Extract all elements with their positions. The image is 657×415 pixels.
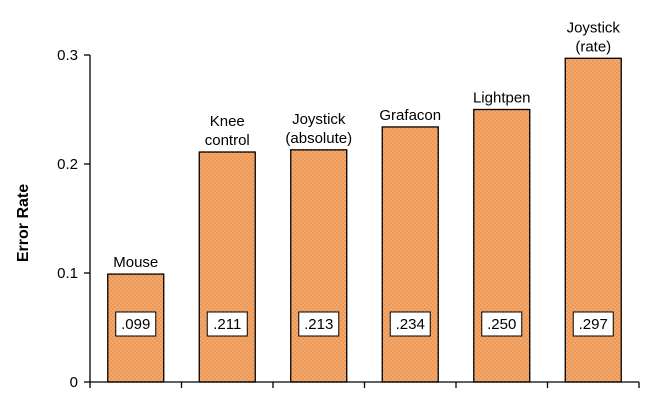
category-label-3-0: Grafacon xyxy=(379,107,441,124)
value-label-0: .099 xyxy=(121,316,150,333)
value-label-box-2 xyxy=(298,311,340,337)
bar-3 xyxy=(381,126,439,383)
value-label-box-3 xyxy=(389,311,431,337)
value-label-1: .211 xyxy=(213,316,241,333)
axes: 0 0.1 0.2 0.3 xyxy=(57,47,640,391)
bars-layer: .099 Mouse .211 Knee control .213 Joystick (abs… xyxy=(107,19,622,383)
value-label-4: .250 xyxy=(487,316,516,333)
category-label-1-0: Knee xyxy=(210,113,245,130)
y-tick-label-3: 0.3 xyxy=(57,47,78,64)
value-label-box-0 xyxy=(115,311,157,337)
y-tick-label-0: 0 xyxy=(70,374,78,391)
y-axis-title: Error Rate xyxy=(15,184,32,262)
category-label-5-0: Joystick xyxy=(567,19,621,36)
category-label-1-1: control xyxy=(205,132,250,149)
category-label-0-0: Mouse xyxy=(113,254,158,271)
value-label-box-4 xyxy=(481,311,523,337)
bar-4 xyxy=(473,108,531,383)
bar-2 xyxy=(290,149,348,383)
value-label-5: .297 xyxy=(579,316,608,333)
category-label-4-0: Lightpen xyxy=(473,90,531,107)
category-label-2-1: (absolute) xyxy=(285,130,352,147)
y-tick-label-2: 0.2 xyxy=(57,156,78,173)
y-tick-label-1: 0.1 xyxy=(57,265,78,282)
category-label-2-0: Joystick xyxy=(292,111,346,128)
value-label-box-5 xyxy=(572,311,614,337)
value-label-2: .213 xyxy=(304,316,333,333)
value-label-3: .234 xyxy=(396,316,425,333)
value-label-box-1 xyxy=(206,311,248,337)
category-label-5-1: (rate) xyxy=(575,38,611,55)
bar-1 xyxy=(198,151,256,383)
